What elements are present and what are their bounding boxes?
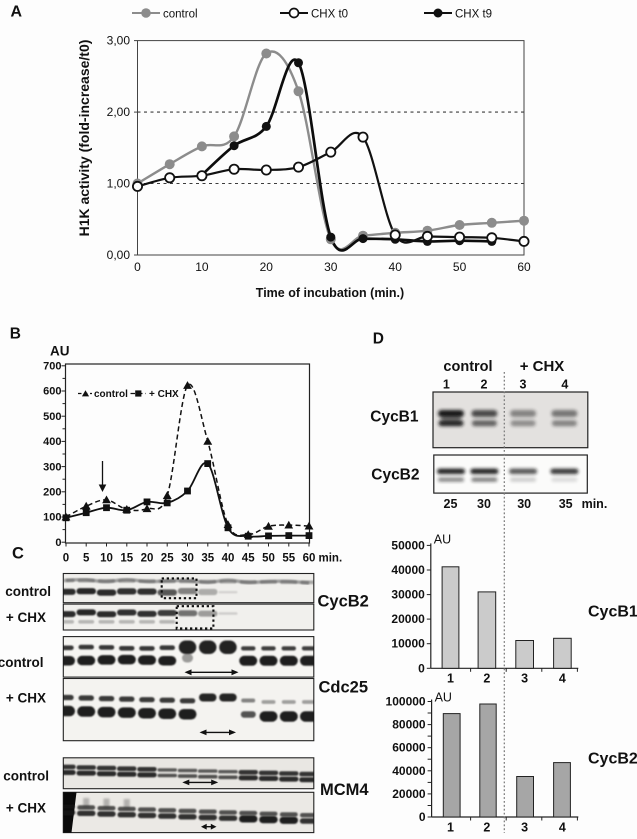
svg-text:2: 2 <box>481 378 488 392</box>
svg-text:control: control <box>0 655 44 670</box>
svg-text:CycB2: CycB2 <box>588 751 637 768</box>
svg-text:60: 60 <box>517 260 531 274</box>
svg-text:CycB1: CycB1 <box>370 409 419 426</box>
svg-text:3: 3 <box>520 378 527 392</box>
svg-text:50000: 50000 <box>391 538 425 552</box>
svg-text:2: 2 <box>483 821 490 835</box>
svg-text:60000: 60000 <box>392 741 426 755</box>
svg-text:100000: 100000 <box>386 695 426 709</box>
svg-text:60: 60 <box>303 553 316 565</box>
svg-text:50: 50 <box>262 553 275 565</box>
svg-text:30: 30 <box>517 497 531 511</box>
svg-text:45: 45 <box>242 553 255 565</box>
svg-text:AU: AU <box>435 691 452 705</box>
svg-text:400: 400 <box>43 436 61 448</box>
svg-text:4: 4 <box>559 672 566 686</box>
svg-text:0,00: 0,00 <box>107 248 131 262</box>
svg-text:min.: min. <box>319 553 343 565</box>
svg-text:20: 20 <box>141 553 154 565</box>
svg-text:100: 100 <box>43 512 61 524</box>
svg-text:1: 1 <box>447 821 454 835</box>
svg-text:Cdc25: Cdc25 <box>319 679 369 697</box>
svg-text:CycB1: CycB1 <box>588 604 637 621</box>
svg-text:30: 30 <box>181 553 194 565</box>
svg-text:10: 10 <box>100 553 113 565</box>
svg-text:H1K activity (fold-increase/t0: H1K activity (fold-increase/t0) <box>76 40 92 237</box>
svg-text:4: 4 <box>561 378 568 392</box>
svg-text:CHX t0: CHX t0 <box>311 9 348 21</box>
svg-text:control: control <box>3 769 49 784</box>
svg-text:AU: AU <box>434 533 451 547</box>
svg-text:15: 15 <box>120 553 133 565</box>
svg-text:40: 40 <box>389 260 403 274</box>
svg-text:500: 500 <box>43 411 61 423</box>
svg-text:40: 40 <box>222 553 235 565</box>
svg-text:30: 30 <box>477 497 491 511</box>
svg-text:AU: AU <box>50 344 70 359</box>
svg-text:35: 35 <box>201 553 214 565</box>
svg-text:55: 55 <box>282 553 295 565</box>
svg-text:CycB2: CycB2 <box>318 593 369 611</box>
svg-text:control: control <box>163 9 198 21</box>
svg-text:+ CHX: + CHX <box>149 389 179 400</box>
svg-text:10: 10 <box>195 260 209 274</box>
svg-text:1: 1 <box>443 378 450 392</box>
svg-text:+ CHX: + CHX <box>6 801 46 816</box>
svg-text:25: 25 <box>161 553 174 565</box>
svg-text:20000: 20000 <box>392 787 426 801</box>
svg-text:0: 0 <box>63 553 69 565</box>
svg-text:30: 30 <box>324 260 338 274</box>
svg-text:20: 20 <box>260 260 274 274</box>
svg-text:2: 2 <box>483 672 490 686</box>
svg-text:0: 0 <box>55 537 61 549</box>
svg-text:25: 25 <box>444 497 458 511</box>
svg-text:50: 50 <box>453 260 467 274</box>
svg-text:control: control <box>443 359 492 375</box>
svg-text:700: 700 <box>43 361 61 373</box>
svg-text:30000: 30000 <box>391 588 425 602</box>
svg-text:control: control <box>94 389 128 400</box>
svg-text:A: A <box>11 3 23 20</box>
svg-text:CHX t9: CHX t9 <box>455 9 492 21</box>
svg-text:3,00: 3,00 <box>107 34 131 48</box>
svg-text:1,00: 1,00 <box>107 177 131 191</box>
svg-text:min.: min. <box>582 497 608 511</box>
svg-text:10000: 10000 <box>391 637 425 651</box>
svg-text:0: 0 <box>419 810 426 824</box>
svg-text:CycB2: CycB2 <box>371 467 419 484</box>
svg-text:35: 35 <box>559 497 573 511</box>
svg-text:40000: 40000 <box>392 764 426 778</box>
svg-text:B: B <box>10 325 21 342</box>
svg-text:600: 600 <box>43 386 61 398</box>
svg-text:Time of incubation (min.): Time of incubation (min.) <box>256 286 404 300</box>
svg-text:control: control <box>5 584 51 599</box>
svg-text:40000: 40000 <box>391 563 425 577</box>
svg-text:4: 4 <box>559 821 566 835</box>
svg-text:0: 0 <box>134 260 141 274</box>
svg-text:C: C <box>12 544 24 562</box>
svg-text:+ CHX: + CHX <box>6 610 46 625</box>
svg-text:MCM4: MCM4 <box>320 781 369 799</box>
svg-text:200: 200 <box>43 487 61 499</box>
svg-text:20000: 20000 <box>391 612 425 626</box>
svg-text:3: 3 <box>521 672 528 686</box>
svg-text:2,00: 2,00 <box>107 105 131 119</box>
svg-text:80000: 80000 <box>392 718 426 732</box>
svg-text:D: D <box>373 331 384 348</box>
svg-text:3: 3 <box>521 821 528 835</box>
svg-text:1: 1 <box>447 672 454 686</box>
svg-text:5: 5 <box>83 553 90 565</box>
svg-text:+ CHX: + CHX <box>520 358 565 375</box>
svg-text:0: 0 <box>418 661 425 675</box>
svg-text:300: 300 <box>43 461 61 473</box>
svg-text:+ CHX: + CHX <box>6 691 46 706</box>
